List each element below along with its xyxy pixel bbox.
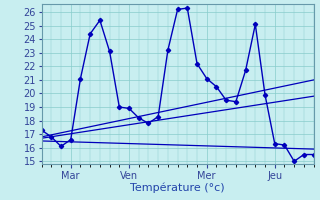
X-axis label: Température (°c): Température (°c) [130, 182, 225, 193]
